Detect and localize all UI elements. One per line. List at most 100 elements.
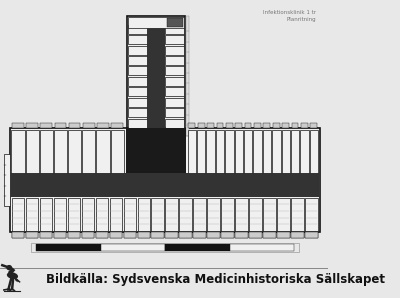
Bar (230, 244, 294, 251)
Bar (110, 198, 122, 231)
Bar (300, 130, 309, 173)
Bar (12, 232, 24, 238)
Bar (166, 66, 184, 75)
Bar (263, 232, 276, 238)
Bar (152, 198, 164, 231)
Bar (26, 232, 38, 238)
Bar (124, 232, 136, 238)
Bar (4, 154, 10, 206)
Bar (31, 243, 299, 252)
Bar (186, 16, 189, 136)
Bar (126, 128, 186, 173)
Bar (166, 108, 184, 117)
Bar (166, 25, 184, 34)
Bar (206, 130, 215, 173)
Bar (128, 66, 147, 75)
Bar (97, 123, 109, 128)
Bar (54, 232, 66, 238)
Bar (152, 232, 164, 238)
Bar (235, 130, 243, 173)
Bar (166, 87, 184, 96)
Bar (128, 108, 147, 117)
Bar (83, 123, 94, 128)
Bar (96, 198, 108, 231)
Bar (96, 232, 108, 238)
Bar (166, 35, 184, 44)
Bar (277, 232, 290, 238)
Bar (253, 130, 262, 173)
Text: Infektionsklinik 1 tr
Planritning: Infektionsklinik 1 tr Planritning (263, 10, 316, 22)
Bar (249, 232, 262, 238)
Bar (249, 232, 262, 238)
Bar (96, 232, 108, 238)
Bar (26, 198, 38, 231)
Bar (12, 232, 24, 238)
Bar (68, 232, 80, 238)
Bar (277, 198, 290, 231)
Bar (226, 123, 233, 128)
Bar (68, 198, 80, 231)
Bar (249, 198, 262, 231)
Bar (305, 232, 318, 238)
Bar (235, 123, 242, 128)
Bar (166, 232, 178, 238)
Bar (127, 16, 185, 136)
Bar (235, 198, 248, 231)
Bar (180, 232, 192, 238)
Bar (198, 123, 204, 128)
Bar (166, 46, 184, 55)
Bar (128, 56, 147, 65)
Bar (110, 232, 122, 238)
Bar (152, 232, 164, 238)
Bar (128, 35, 147, 44)
Bar (301, 123, 308, 128)
Bar (221, 198, 234, 231)
Bar (55, 123, 66, 128)
Bar (254, 123, 261, 128)
Bar (292, 123, 298, 128)
Bar (68, 130, 81, 173)
Bar (167, 18, 183, 27)
Bar (165, 244, 230, 251)
Bar (263, 232, 276, 238)
Bar (221, 232, 234, 238)
Bar (128, 119, 147, 128)
Bar (166, 119, 184, 128)
Bar (291, 232, 304, 238)
Bar (54, 232, 66, 238)
Bar (166, 56, 184, 65)
Bar (291, 198, 304, 231)
Bar (272, 130, 280, 173)
Bar (12, 198, 24, 231)
Bar (68, 232, 80, 238)
Bar (310, 130, 318, 173)
Bar (36, 244, 100, 251)
Bar (11, 173, 320, 197)
Bar (282, 123, 289, 128)
Ellipse shape (7, 272, 18, 279)
Bar (128, 77, 147, 86)
Bar (124, 198, 136, 231)
Bar (244, 130, 252, 173)
Bar (26, 123, 38, 128)
Circle shape (6, 265, 12, 270)
Bar (207, 198, 220, 231)
Bar (82, 232, 94, 238)
Bar (82, 198, 94, 231)
Bar (110, 232, 122, 238)
Bar (82, 232, 94, 238)
Bar (128, 87, 147, 96)
Bar (193, 232, 206, 238)
Bar (273, 123, 280, 128)
Bar (225, 130, 234, 173)
Bar (111, 123, 123, 128)
Bar (166, 77, 184, 86)
Bar (188, 123, 195, 128)
Bar (193, 232, 206, 238)
Bar (100, 244, 165, 251)
Bar (10, 128, 320, 232)
Bar (138, 232, 150, 238)
Bar (54, 130, 67, 173)
Bar (305, 232, 318, 238)
Bar (138, 232, 150, 238)
